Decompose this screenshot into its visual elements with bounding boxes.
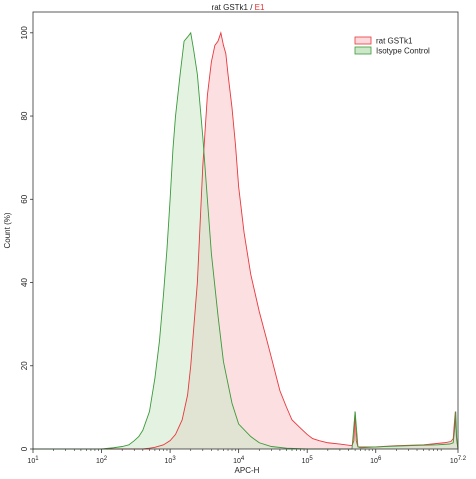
chart-title-gate: E1	[255, 3, 265, 12]
legend-label-1: Isotype Control	[376, 47, 430, 56]
legend-label-0: rat GSTk1	[376, 37, 413, 46]
legend-swatch-1	[354, 46, 372, 55]
x-tick-label: 107.2	[450, 456, 467, 465]
plot-area	[33, 32, 458, 450]
y-axis-label: Count (%)	[3, 212, 12, 248]
plot-frame	[32, 11, 459, 450]
series-fill-0	[33, 32, 458, 450]
y-tick-label: 20	[20, 361, 29, 370]
x-tick-label: 104	[233, 456, 245, 465]
legend-swatch-0	[354, 36, 372, 45]
y-tick-label: 40	[20, 278, 29, 287]
x-tick-label: 105	[302, 456, 314, 465]
axes	[32, 11, 459, 450]
x-tick-label: 106	[370, 456, 382, 465]
y-tick-label: 80	[20, 111, 29, 120]
x-axis-ticks: 101 102 103 104 105 106 107.2	[27, 449, 467, 465]
series-line-1	[33, 31, 459, 450]
y-tick-label: 60	[20, 194, 29, 203]
y-tick-label: 0	[20, 446, 29, 451]
x-axis-label: APC-H	[235, 466, 260, 475]
y-axis-ticks: 0 20 40 60 80 100	[20, 26, 33, 451]
x-tick-label: 101	[27, 456, 39, 465]
chart-title: rat GSTk1 / E1	[212, 3, 265, 12]
x-tick-label: 103	[165, 456, 177, 465]
x-tick-label: 102	[96, 456, 108, 465]
y-tick-label: 100	[20, 26, 29, 40]
